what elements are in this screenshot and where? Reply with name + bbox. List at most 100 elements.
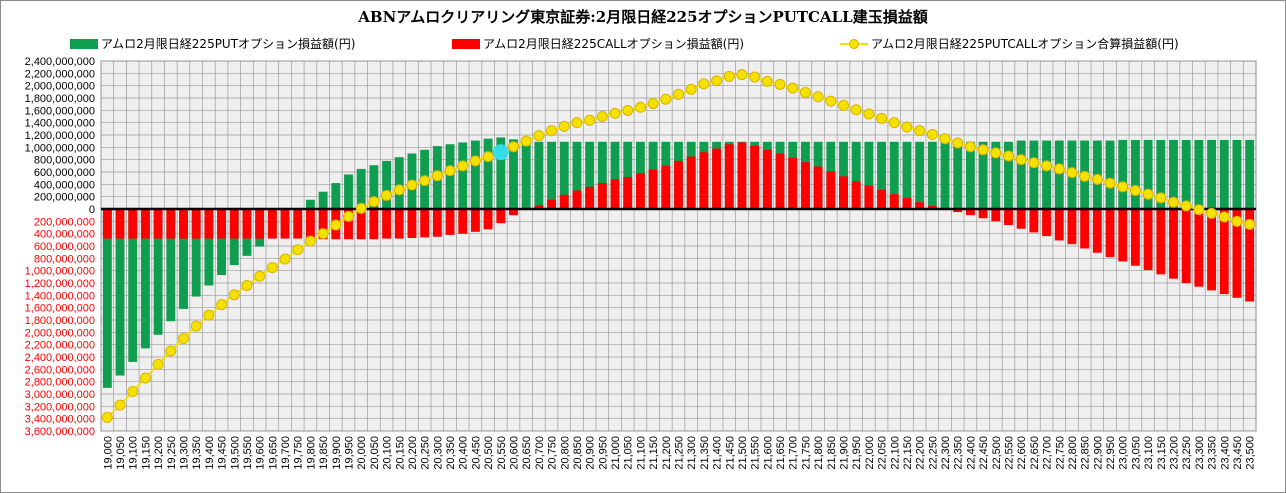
total-point <box>1028 157 1040 169</box>
total-point <box>622 104 634 116</box>
x-tick-label: 19,050 <box>115 436 127 470</box>
call-bar <box>534 205 544 209</box>
call-bar <box>978 209 988 219</box>
put-bar <box>851 141 861 209</box>
x-tick-label: 22,200 <box>915 436 927 470</box>
total-point <box>660 93 672 105</box>
y-tick-label: 200,000,000 <box>34 192 95 204</box>
call-bar <box>851 181 861 209</box>
x-tick-label: 23,500 <box>1245 436 1257 470</box>
put-bar <box>1156 139 1166 209</box>
x-tick-label: 21,500 <box>737 436 749 470</box>
put-bar <box>965 141 975 209</box>
total-point <box>1244 218 1256 230</box>
put-bar <box>102 209 112 388</box>
total-point <box>152 358 164 370</box>
total-point <box>939 133 951 145</box>
call-bar <box>242 209 252 239</box>
put-bar <box>356 168 366 209</box>
total-point <box>127 386 139 398</box>
total-point <box>228 289 240 301</box>
x-tick-label: 19,250 <box>166 436 178 470</box>
put-bar <box>1042 140 1052 209</box>
x-tick-label: 20,700 <box>534 436 546 470</box>
x-tick-label: 20,200 <box>407 436 419 470</box>
put-bar <box>978 141 988 209</box>
total-point <box>888 117 900 129</box>
call-bar <box>915 202 925 209</box>
x-tick-label: 19,850 <box>318 436 330 470</box>
call-bar <box>1080 209 1090 249</box>
x-tick-label: 20,550 <box>496 436 508 470</box>
y-tick-label: 200,000,000 <box>34 216 95 228</box>
x-tick-label: 22,450 <box>978 436 990 470</box>
put-bar <box>1207 139 1217 209</box>
x-tick-label: 19,550 <box>242 436 254 470</box>
x-tick-label: 19,000 <box>102 436 114 470</box>
x-tick-label: 21,800 <box>813 436 825 470</box>
total-point <box>330 219 342 231</box>
x-tick-label: 19,100 <box>128 436 140 470</box>
put-bar <box>204 209 214 286</box>
total-point <box>1079 170 1091 182</box>
total-point <box>546 125 558 137</box>
x-tick-label: 20,300 <box>432 436 444 470</box>
total-point <box>698 78 710 90</box>
put-bar <box>1181 139 1191 209</box>
call-bar <box>813 166 823 209</box>
total-point <box>596 111 608 122</box>
x-tick-label: 23,300 <box>1194 436 1206 470</box>
put-bar <box>445 144 455 209</box>
put-bar <box>344 174 353 209</box>
call-bar <box>318 209 328 240</box>
call-bar <box>305 209 315 240</box>
put-bar <box>318 191 328 209</box>
call-bar <box>1207 209 1217 291</box>
call-bar <box>1004 209 1013 226</box>
put-bar <box>140 209 150 349</box>
total-point <box>190 320 202 332</box>
legend-label-call: アムロ2月限日経225CALLオプション損益額(円) <box>483 37 745 51</box>
put-bar <box>1004 141 1013 209</box>
call-bar <box>1054 209 1064 241</box>
call-bar <box>648 169 658 209</box>
x-tick-label: 23,050 <box>1130 436 1142 470</box>
y-tick-label: 1,200,000,000 <box>25 278 95 290</box>
x-tick-label: 20,800 <box>559 436 571 470</box>
total-point <box>736 69 748 81</box>
put-bar <box>496 137 506 209</box>
put-bar <box>1143 139 1153 209</box>
x-tick-label: 22,950 <box>1105 436 1117 470</box>
total-point <box>393 184 405 196</box>
call-bar <box>153 209 163 239</box>
put-bar <box>382 160 392 209</box>
x-tick-label: 23,150 <box>1156 436 1168 470</box>
put-bar <box>1054 140 1064 209</box>
total-point <box>673 88 684 100</box>
total-point <box>444 165 456 177</box>
total-point <box>799 86 811 98</box>
legend-item-total: アムロ2月限日経225PUTCALLオプション合算損益額(円) <box>840 35 1179 51</box>
put-bar <box>191 209 201 297</box>
total-point <box>1193 204 1205 216</box>
put-bar <box>902 141 912 209</box>
x-tick-label: 19,700 <box>280 436 292 470</box>
x-tick-label: 20,350 <box>445 436 457 470</box>
x-tick-label: 22,400 <box>965 436 977 470</box>
call-bar <box>864 185 874 209</box>
x-tick-label: 19,300 <box>179 436 191 470</box>
call-bar <box>762 149 772 209</box>
y-tick-label: 1,600,000,000 <box>25 303 95 315</box>
x-tick-label: 21,650 <box>775 436 787 470</box>
put-bar <box>534 141 544 209</box>
call-bar <box>115 209 125 239</box>
put-bar <box>394 157 404 209</box>
call-bar <box>432 209 442 237</box>
y-tick-label: 1,600,000,000 <box>25 105 95 117</box>
x-tick-label: 20,050 <box>369 436 381 470</box>
x-tick-label: 23,400 <box>1219 436 1231 470</box>
call-bar <box>166 209 176 239</box>
total-point <box>863 108 875 120</box>
call-bar <box>394 209 404 239</box>
x-tick-label: 20,750 <box>547 436 559 470</box>
